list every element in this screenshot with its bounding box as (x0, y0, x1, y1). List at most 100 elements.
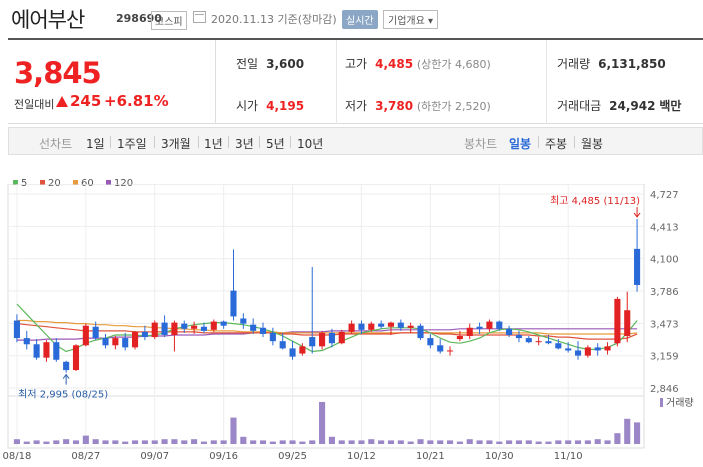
volume-label: 거래량 (557, 57, 591, 71)
candle-body (535, 341, 542, 343)
period-3y[interactable]: 3년 (235, 137, 254, 151)
candle-body (446, 350, 454, 352)
candle-daily[interactable]: 일봉 (509, 137, 532, 151)
candle-body (555, 343, 562, 349)
volume-bar (417, 439, 424, 444)
candle-body (525, 338, 532, 343)
open-price: 시가 4,195 (236, 97, 304, 114)
y-tick-label: 3,786 (650, 287, 679, 298)
candlestick-chart[interactable]: 4,727 4,413 4,100 3,786 3,473 3,159 2,846 08/18… (0, 184, 703, 467)
trade-amount: 거래대금 24,942 백만 (557, 97, 681, 114)
change-value: 245 (70, 92, 102, 110)
open-label: 시가 (236, 99, 259, 113)
y-tick-label: 3,473 (650, 319, 679, 330)
candle-body (220, 321, 227, 326)
candle-body (230, 290, 237, 317)
x-tick-label: 10/21 (416, 451, 445, 462)
high-arrowhead-icon (633, 212, 641, 218)
open-value: 4,195 (266, 99, 305, 113)
volume-bar (456, 441, 463, 444)
volume-bar (348, 440, 355, 444)
volume-bar (574, 440, 582, 444)
up-arrow-icon (56, 96, 68, 107)
candle-body (466, 327, 473, 337)
candle-body (92, 326, 99, 339)
x-tick-label: 10/30 (485, 451, 514, 462)
amount-label: 거래대금 (557, 99, 602, 113)
divider (538, 136, 539, 148)
period-5y[interactable]: 5년 (266, 137, 285, 151)
volume-bar (200, 441, 208, 444)
candle-body (289, 348, 296, 357)
high-value: 4,485 (375, 57, 414, 71)
volume-bar (309, 440, 316, 444)
divider (546, 40, 547, 124)
ma5-line (16, 303, 638, 353)
prev-close-value: 3,600 (266, 57, 305, 71)
candle-body (269, 332, 276, 342)
candle-weekly[interactable]: 주봉 (545, 137, 568, 151)
divider (336, 40, 337, 124)
period-10y[interactable]: 10년 (297, 137, 324, 151)
base-date: 2020.11.13 기준(장마감) (211, 13, 337, 26)
ma60-swatch (73, 180, 78, 185)
volume-bar (555, 440, 562, 444)
candle-body (33, 344, 40, 358)
divider (259, 136, 260, 148)
volume-bar (23, 441, 30, 444)
low-label: 저가 (345, 99, 368, 113)
upper-limit: (상한가 4,680) (416, 58, 491, 71)
volume-bar (240, 436, 247, 444)
period-3m[interactable]: 3개월 (161, 137, 191, 151)
volume-bar (112, 440, 119, 444)
candle-body (141, 331, 148, 338)
current-price-box: 3,845 전일대비 245 +6.81% (8, 40, 216, 124)
candle-body (407, 325, 414, 328)
volume-bar (476, 440, 483, 444)
period-1y[interactable]: 1년 (204, 137, 223, 151)
volume-bar (358, 440, 365, 444)
volume-bar (634, 422, 641, 444)
volume-bar (604, 440, 611, 444)
stock-header: 에어부산 298690 코스피 2020.11.13 기준(장마감) 실시간 기… (0, 0, 703, 38)
candle-body (171, 322, 178, 335)
period-1d[interactable]: 1일 (86, 137, 105, 151)
divider (228, 136, 229, 148)
candle-monthly[interactable]: 월봉 (581, 137, 604, 151)
x-tick-label: 11/10 (554, 451, 583, 462)
volume-legend-swatch (660, 398, 663, 407)
candle-body (358, 323, 365, 330)
lower-limit: (하한가 2,520) (416, 100, 491, 113)
volume-bar (299, 441, 306, 444)
volume-bar (614, 433, 621, 444)
candle-body (515, 334, 523, 339)
ma20-swatch (40, 180, 45, 185)
candle-body (417, 325, 424, 339)
volume-bar (584, 440, 591, 444)
candle-body (112, 338, 119, 346)
candle-body (181, 323, 188, 329)
candle-body (240, 318, 247, 324)
line-chart-label: 선차트 (39, 137, 73, 151)
candle-body (309, 337, 316, 347)
candle-body (82, 325, 89, 346)
candle-body (72, 345, 80, 371)
low-price: 저가 3,780 (하한가 2,520) (345, 97, 491, 114)
candle-body (348, 323, 355, 332)
low-arrowhead-icon (62, 373, 70, 379)
calendar-icon (193, 11, 206, 23)
stock-name: 에어부산 (11, 8, 85, 32)
volume-bar (191, 439, 198, 444)
high-label: 고가 (345, 57, 368, 71)
period-1w[interactable]: 1주일 (117, 137, 147, 151)
volume-bar (515, 440, 523, 444)
company-info-dropdown[interactable]: 기업개요 ▾ (383, 10, 438, 29)
volume-bar (565, 440, 572, 444)
divider (574, 136, 575, 148)
amount-value: 24,942 (609, 99, 656, 113)
realtime-button[interactable]: 실시간 (342, 10, 378, 29)
volume-bar (63, 439, 70, 444)
candle-body (574, 350, 582, 356)
candle-body (259, 327, 267, 334)
